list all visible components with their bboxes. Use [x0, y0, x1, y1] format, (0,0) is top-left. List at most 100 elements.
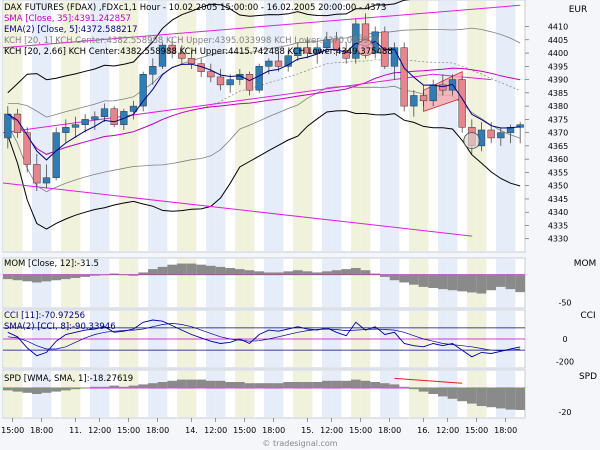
- indicator-bar: [80, 388, 90, 389]
- candle-body: [332, 39, 341, 51]
- spd-pane: -20: [3, 377, 572, 417]
- y-tick-label: 4395: [548, 62, 568, 71]
- indicator-bar: [90, 386, 100, 388]
- session-stripe: [70, 259, 81, 307]
- indicator-bar: [360, 270, 371, 275]
- trendline-upper: [2, 4, 521, 49]
- indicator-bar: [235, 382, 245, 388]
- indicator-bar: [32, 274, 42, 283]
- session-stripe: [235, 259, 245, 307]
- y-tick-label: 4330: [548, 235, 568, 244]
- indicator-bar: [32, 388, 42, 394]
- x-tick-label: 12:00: [436, 426, 459, 435]
- session-stripe: [331, 371, 342, 417]
- session-stripe: [351, 1, 361, 251]
- session-stripe: [177, 259, 187, 307]
- session-stripe: [244, 259, 255, 307]
- indicator-bar: [399, 274, 409, 283]
- session-stripe: [264, 259, 274, 307]
- indicator-bar: [409, 388, 419, 390]
- candle-body: [129, 105, 138, 112]
- candle-body: [284, 55, 292, 67]
- indicator-bar: [380, 274, 390, 277]
- session-stripe: [148, 371, 158, 417]
- session-stripe: [360, 259, 371, 307]
- session-stripe: [90, 259, 100, 307]
- candle-body: [178, 52, 186, 59]
- price-legend-kch2: KCH [20, 2.66] KCH Center:4382.558988 KC…: [4, 47, 393, 57]
- x-tick-label: 18:00: [494, 426, 517, 435]
- indicator-bar: [312, 272, 322, 275]
- session-stripe: [99, 1, 110, 251]
- indicator-bar: [370, 382, 380, 388]
- session-stripe: [360, 371, 371, 417]
- y-tick-label: 4370: [548, 129, 568, 138]
- candle-body: [419, 95, 428, 102]
- session-stripe: [380, 371, 390, 417]
- candle-body: [439, 84, 447, 91]
- session-stripe: [322, 371, 332, 417]
- indicator-bar: [341, 380, 351, 388]
- session-stripe: [119, 259, 129, 307]
- indicator-bar: [264, 383, 274, 388]
- session-stripe: [177, 1, 187, 251]
- session-stripe: [438, 1, 448, 251]
- y-tick-label: 4380: [548, 102, 568, 111]
- candle-body: [274, 60, 283, 67]
- indicator-bar: [177, 263, 187, 275]
- indicator-bar: [51, 274, 61, 281]
- session-stripe: [41, 1, 52, 251]
- indicator-bar: [119, 274, 129, 276]
- session-stripe: [273, 371, 284, 417]
- x-axis: 15:00 18:00 11. 12:00 15:00 18:00 14. 12:00 15:0…: [1, 418, 517, 435]
- y-tick-label: 4355: [548, 168, 568, 177]
- indicator-bar: [496, 388, 506, 409]
- indicator-bar: [515, 388, 525, 410]
- session-stripe: [157, 371, 168, 417]
- session-stripe: [12, 371, 23, 417]
- indicator-bar: [80, 274, 90, 277]
- session-stripe: [206, 259, 216, 307]
- session-stripe: [360, 1, 371, 251]
- candle-body: [207, 71, 215, 78]
- session-stripe: [157, 259, 168, 307]
- session-stripe: [244, 1, 255, 251]
- y-tick-label: 4360: [548, 155, 568, 164]
- y-tick-label: 4400: [548, 49, 568, 58]
- indicator-bar: [476, 388, 487, 406]
- spd-divergence-line: [394, 377, 463, 384]
- candle-body: [303, 47, 312, 54]
- price-legend-kch1: KCH [20, 1] KCH Center:4382.558988 KCH U…: [4, 36, 379, 46]
- x-tick-label: 15:00: [233, 426, 256, 435]
- y-tick-label: 4350: [548, 182, 568, 191]
- session-stripe: [331, 1, 342, 251]
- indicator-bar: [157, 266, 168, 275]
- session-stripe: [70, 371, 81, 417]
- candle-body: [62, 127, 70, 133]
- indicator-bar: [61, 274, 71, 280]
- indicator-bar: [438, 388, 448, 397]
- session-stripe: [389, 371, 400, 417]
- indicator-bar: [196, 264, 206, 275]
- indicator-bar: [486, 388, 496, 408]
- session-stripe: [61, 371, 71, 417]
- candle-body: [497, 132, 505, 139]
- session-stripe: [186, 259, 197, 307]
- indicator-bar: [206, 265, 216, 275]
- indicator-bar: [109, 385, 119, 388]
- indicator-bar: [99, 386, 110, 388]
- indicator-bar: [244, 383, 255, 388]
- indicator-bar: [283, 382, 293, 388]
- price-legend-sma: SMA [Close, 35]:4391.242857: [4, 14, 131, 24]
- session-stripe: [293, 371, 303, 417]
- indicator-bar: [293, 382, 303, 388]
- indicator-bar: [341, 269, 351, 275]
- kch-outer-lower: [7, 110, 521, 230]
- session-stripe: [128, 259, 139, 307]
- indicator-bar: [331, 270, 342, 275]
- x-tick-label: 15:00: [465, 426, 488, 435]
- indicator-bar: [389, 384, 400, 388]
- cci-legend-1: CCI [11]:-70.97256: [4, 311, 85, 321]
- indicator-bar: [409, 274, 419, 285]
